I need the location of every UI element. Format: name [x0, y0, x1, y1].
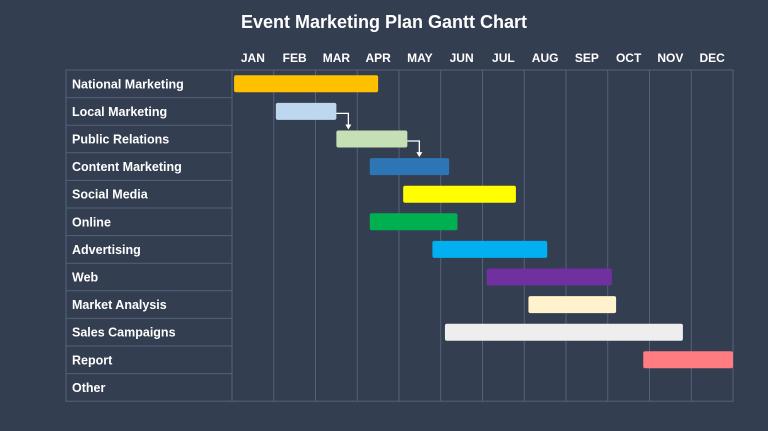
grid	[65, 69, 734, 402]
dependency-arrow-head	[345, 124, 352, 130]
task-bar-web	[486, 268, 612, 286]
month-label-jun: JUN	[450, 51, 474, 65]
task-bar-online	[369, 213, 458, 231]
task-label-web: Web	[72, 271, 99, 285]
task-label-social-media: Social Media	[72, 188, 149, 202]
month-label-sep: SEP	[575, 51, 599, 65]
task-label-sales-campaigns: Sales Campaigns	[72, 326, 176, 340]
task-bar-social-media	[403, 185, 516, 203]
dependency-arrow-line	[336, 112, 350, 126]
month-label-jul: JUL	[492, 51, 515, 65]
month-label-aug: AUG	[532, 51, 559, 65]
task-bar-content-marketing	[369, 158, 450, 176]
month-label-apr: APR	[365, 51, 391, 65]
month-axis: JAN FEB MAR APR MAY JUN JUL AUG SEP OCT NOV DEC	[241, 51, 725, 65]
task-bar-public-relations	[336, 130, 408, 148]
task-label-national-marketing: National Marketing	[72, 77, 184, 91]
task-label-public-relations: Public Relations	[72, 133, 169, 147]
month-label-oct: OCT	[616, 51, 642, 65]
task-bar-market-analysis	[528, 296, 617, 314]
month-label-dec: DEC	[699, 51, 725, 65]
task-label-advertising: Advertising	[72, 243, 141, 257]
task-label-local-marketing: Local Marketing	[72, 105, 167, 119]
dependency-arrow-head	[416, 152, 423, 158]
month-label-may: MAY	[407, 51, 433, 65]
dependency-arrows	[336, 112, 423, 158]
task-label-content-marketing: Content Marketing	[72, 160, 182, 174]
task-bar-local-marketing	[275, 102, 337, 120]
task-bar-report	[643, 351, 733, 369]
task-bar-national-marketing	[234, 75, 379, 93]
task-bar-advertising	[432, 240, 548, 258]
task-bars	[234, 75, 733, 369]
task-bar-sales-campaigns	[444, 323, 683, 341]
month-label-jan: JAN	[241, 51, 265, 65]
month-label-nov: NOV	[657, 51, 683, 65]
task-label-report: Report	[72, 353, 113, 367]
task-labels: National Marketing Local Marketing Public …	[72, 77, 184, 395]
month-label-mar: MAR	[323, 51, 351, 65]
task-label-other: Other	[72, 381, 105, 395]
task-label-market-analysis: Market Analysis	[72, 298, 167, 312]
chart-title: Event Marketing Plan Gantt Chart	[240, 12, 528, 32]
dependency-arrow-line	[407, 140, 420, 154]
month-label-feb: FEB	[283, 51, 307, 65]
task-label-online: Online	[72, 215, 111, 229]
